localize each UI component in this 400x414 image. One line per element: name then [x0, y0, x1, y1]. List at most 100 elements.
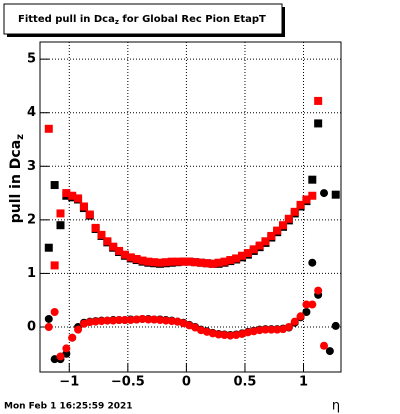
- circle-marker: [50, 308, 59, 316]
- circle-marker: [144, 315, 153, 324]
- circle-marker: [91, 317, 100, 326]
- circle-marker: [226, 331, 235, 340]
- square-marker: [115, 246, 124, 255]
- y-tick-label: 4: [27, 105, 36, 120]
- square-marker: [179, 257, 188, 266]
- y-tick-label: 2: [27, 212, 36, 227]
- circle-marker: [120, 316, 129, 325]
- square-marker: [197, 258, 206, 267]
- square-marker: [331, 190, 340, 199]
- square-marker: [126, 253, 135, 262]
- square-marker: [249, 245, 258, 254]
- y-tick-label: 3: [27, 159, 36, 174]
- square-marker: [238, 251, 247, 260]
- circle-marker: [97, 317, 106, 326]
- square-marker: [191, 258, 200, 267]
- circle-marker: [161, 316, 170, 325]
- square-marker: [97, 230, 106, 239]
- circle-marker: [132, 315, 141, 324]
- square-marker: [62, 189, 71, 198]
- square-marker: [255, 241, 264, 250]
- circle-marker: [115, 316, 124, 325]
- title-box: [3, 3, 283, 35]
- square-marker: [109, 242, 118, 251]
- x-tick-label: −1: [59, 375, 79, 390]
- square-marker: [44, 243, 53, 252]
- circle-marker: [167, 317, 176, 326]
- square-marker: [314, 119, 323, 128]
- circle-marker: [267, 325, 276, 334]
- ylabel-subscript: z: [15, 134, 26, 140]
- circle-marker: [320, 341, 329, 350]
- square-marker: [273, 226, 282, 235]
- circle-marker: [44, 314, 53, 323]
- circle-marker: [126, 316, 135, 325]
- x-tick-label: 0.5: [233, 375, 256, 390]
- square-marker: [138, 256, 147, 265]
- circle-marker: [255, 326, 264, 335]
- square-marker: [50, 181, 59, 190]
- x-tick-label: 1: [299, 375, 308, 390]
- y-tick-label: 0: [27, 320, 36, 335]
- y-tick-label: 1: [27, 266, 36, 281]
- title-main: Fitted pull in Dca: [18, 14, 115, 25]
- circle-marker: [284, 323, 293, 331]
- square-marker: [44, 124, 53, 133]
- circle-marker: [308, 258, 317, 267]
- circle-marker: [320, 189, 329, 198]
- square-marker: [167, 257, 176, 266]
- square-marker: [220, 257, 229, 266]
- square-marker: [214, 258, 223, 267]
- circle-marker: [62, 344, 71, 353]
- y-tick-label: 5: [27, 52, 36, 67]
- plot-frame: [39, 41, 342, 373]
- x-tick-label: −0.5: [111, 375, 145, 390]
- square-marker: [296, 200, 305, 209]
- square-marker: [156, 258, 165, 267]
- square-marker: [132, 254, 141, 263]
- chart-title: Fitted pull in Dcaz for Global Rec Pion …: [18, 14, 266, 26]
- square-marker: [91, 223, 100, 232]
- circle-marker: [74, 325, 83, 334]
- title-subscript: z: [115, 18, 119, 26]
- y-axis-label: pull in Dcaz: [8, 134, 26, 223]
- square-marker: [68, 191, 77, 200]
- square-marker: [290, 207, 299, 216]
- square-marker: [56, 221, 65, 230]
- circle-marker: [103, 316, 112, 325]
- square-marker: [243, 249, 252, 258]
- circle-marker: [314, 286, 323, 295]
- square-marker: [261, 237, 270, 246]
- square-marker: [279, 221, 288, 230]
- square-marker: [173, 257, 182, 266]
- square-marker: [267, 231, 276, 240]
- square-marker: [308, 175, 317, 184]
- square-marker: [226, 256, 235, 265]
- square-marker: [314, 96, 323, 105]
- x-axis-label: η: [332, 399, 340, 414]
- circle-marker: [261, 325, 270, 334]
- circle-marker: [156, 316, 165, 325]
- square-marker: [79, 202, 88, 211]
- circle-marker: [56, 352, 65, 361]
- circle-marker: [331, 321, 340, 330]
- square-marker: [50, 261, 59, 270]
- square-marker: [85, 210, 94, 219]
- circle-marker: [325, 347, 334, 356]
- circle-marker: [220, 331, 229, 340]
- circle-marker: [44, 323, 53, 331]
- x-tick-label: 0: [182, 375, 191, 390]
- ylabel-main: pull in Dca: [8, 140, 24, 223]
- circle-marker: [68, 333, 77, 342]
- circle-marker: [109, 316, 118, 325]
- circle-marker: [150, 315, 159, 324]
- square-marker: [150, 258, 159, 267]
- square-marker: [302, 195, 311, 204]
- circle-marker: [273, 325, 282, 334]
- square-marker: [208, 259, 217, 268]
- square-marker: [185, 257, 194, 266]
- circle-marker: [302, 300, 311, 309]
- square-marker: [308, 191, 317, 200]
- circle-marker: [85, 318, 94, 327]
